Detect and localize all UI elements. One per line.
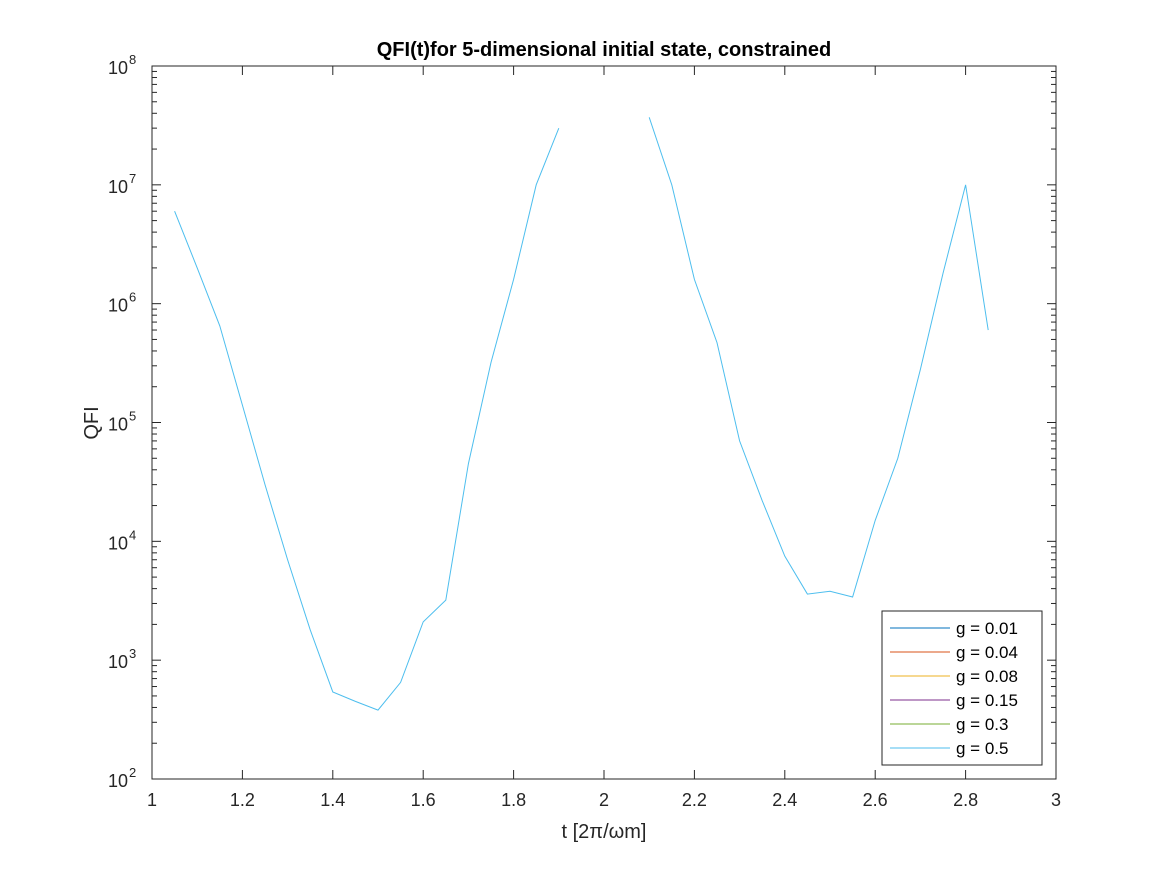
x-tick-label: 1.4 xyxy=(320,790,345,810)
x-tick-label: 2.6 xyxy=(863,790,888,810)
legend-label: g = 0.01 xyxy=(956,619,1018,638)
legend-label: g = 0.5 xyxy=(956,739,1008,758)
y-tick-label-base: 10 xyxy=(108,177,128,197)
legend-box xyxy=(881,610,1043,766)
legend-label: g = 0.08 xyxy=(956,667,1018,686)
y-tick-label-exponent: 6 xyxy=(129,290,136,305)
y-tick-label-exponent: 2 xyxy=(129,765,136,780)
x-tick-label: 2 xyxy=(599,790,609,810)
y-tick-label-exponent: 8 xyxy=(129,52,136,67)
legend-label: g = 0.15 xyxy=(956,691,1018,710)
x-tick-label: 2.4 xyxy=(772,790,797,810)
x-tick-label: 3 xyxy=(1051,790,1061,810)
series-layer xyxy=(174,117,989,711)
x-tick-label: 1.6 xyxy=(411,790,436,810)
ticks-layer: 1 1.2 1.4 1.6 1.8 2 2.2 2.4 2.6 2.8 310 210 310 410 51… xyxy=(108,52,1061,810)
legend: g = 0.01 g = 0.04 g = 0.08 g = 0.15 g = 0.3 g… xyxy=(881,610,1043,766)
y-tick-label-base: 10 xyxy=(108,58,128,78)
y-tick-label-base: 10 xyxy=(108,415,128,435)
y-tick-label-base: 10 xyxy=(108,296,128,316)
x-tick-label: 1 xyxy=(147,790,157,810)
y-tick-label-base: 10 xyxy=(108,652,128,672)
y-tick-label-exponent: 3 xyxy=(129,646,136,661)
x-tick-label: 2.2 xyxy=(682,790,707,810)
series-line-5-segment-1 xyxy=(648,117,989,598)
y-tick-label-exponent: 7 xyxy=(129,171,136,186)
x-tick-label: 1.2 xyxy=(230,790,255,810)
legend-label: g = 0.3 xyxy=(956,715,1008,734)
x-axis-label: t [2π/ωm] xyxy=(562,821,647,843)
y-axis-label: QFI xyxy=(81,406,103,439)
y-tick-label-base: 10 xyxy=(108,533,128,553)
x-tick-label: 1.8 xyxy=(501,790,526,810)
chart-title: QFI(t)for 5-dimensional initial state, c… xyxy=(377,39,832,61)
y-tick-label-exponent: 5 xyxy=(129,409,136,424)
y-tick-label-exponent: 4 xyxy=(129,527,136,542)
series-line-5-segment-0 xyxy=(174,127,560,711)
x-tick-label: 2.8 xyxy=(953,790,978,810)
legend-label: g = 0.04 xyxy=(956,643,1018,662)
y-tick-label-base: 10 xyxy=(108,771,128,791)
